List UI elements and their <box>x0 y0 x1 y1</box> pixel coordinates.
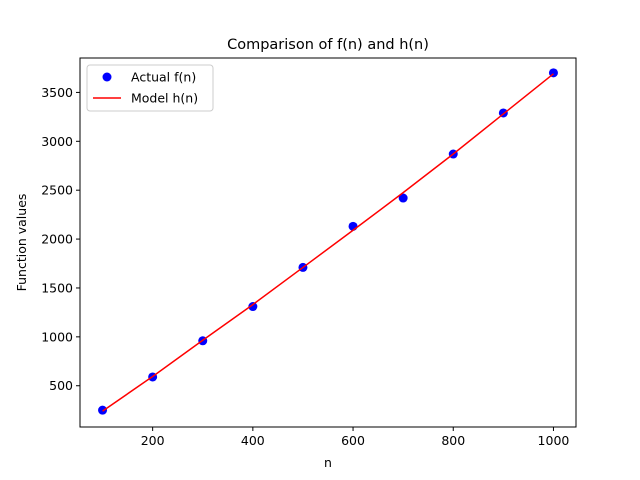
y-tick-label: 1000 <box>41 329 73 344</box>
x-tick-label: 400 <box>241 433 265 448</box>
legend-box <box>86 64 214 112</box>
series-line-model <box>102 73 554 412</box>
data-point-actual <box>248 302 258 312</box>
y-tick-label: 500 <box>49 378 73 393</box>
plot-area <box>80 58 576 427</box>
y-tick-label: 2500 <box>41 183 73 198</box>
legend: Actual f(n) Model h(n) <box>86 64 214 112</box>
y-tick-label: 3500 <box>41 85 73 100</box>
y-axis-label: Function values <box>14 194 29 292</box>
y-axis-ticks: 500 1000 1500 2000 2500 3000 3500 <box>41 85 80 393</box>
legend-marker-actual <box>102 72 112 82</box>
x-tick-label: 200 <box>141 433 165 448</box>
data-point-actual <box>98 405 108 415</box>
y-tick-label: 1500 <box>41 280 73 295</box>
legend-label-actual: Actual f(n) <box>131 70 196 85</box>
chart-title: Comparison of f(n) and h(n) <box>227 37 429 53</box>
y-tick-label: 2000 <box>41 232 73 247</box>
x-tick-label: 1000 <box>538 433 570 448</box>
data-point-actual <box>398 193 408 203</box>
series-layer <box>98 68 558 415</box>
plot-frame <box>79 57 577 428</box>
x-axis-label: n <box>324 455 332 470</box>
legend-label-model: Model h(n) <box>131 91 198 106</box>
x-tick-label: 600 <box>341 433 365 448</box>
x-axis-ticks: 200 400 600 800 1000 <box>141 427 570 448</box>
x-tick-label: 800 <box>441 433 465 448</box>
y-tick-label: 3000 <box>41 134 73 149</box>
